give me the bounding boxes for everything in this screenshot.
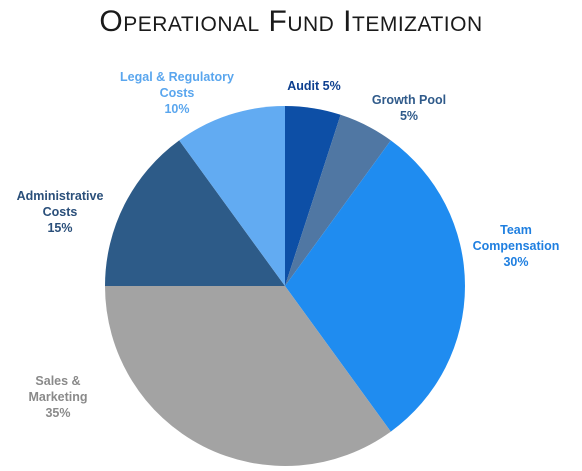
label-line: Audit 5%: [287, 79, 340, 93]
pie-slice-legal-regulatory-costs: [179, 106, 285, 286]
pie-labels: Audit 5% Growth Pool 5% Team Compensation 30%…: [17, 70, 560, 420]
label-line: 30%: [503, 255, 528, 269]
label-line: Costs: [43, 205, 78, 219]
label-growth-pool: Growth Pool 5%: [372, 93, 446, 123]
pie-slice-team-compensation: [285, 140, 465, 432]
pie-slices: [105, 106, 465, 466]
label-line: Sales &: [35, 374, 80, 388]
label-line: 35%: [45, 406, 70, 420]
label-audit: Audit 5%: [287, 79, 340, 93]
label-line: Growth Pool: [372, 93, 446, 107]
pie-slice-audit: [285, 106, 341, 286]
label-line: Marketing: [28, 390, 87, 404]
label-line: Administrative: [17, 189, 104, 203]
pie-slice-growth-pool: [285, 114, 391, 286]
label-line: 10%: [164, 102, 189, 116]
label-line: Costs: [160, 86, 195, 100]
label-line: Compensation: [473, 239, 560, 253]
label-line: Team: [500, 223, 532, 237]
label-line: Legal & Regulatory: [120, 70, 234, 84]
label-sales-marketing: Sales & Marketing 35%: [28, 374, 87, 420]
label-legal-regulatory-costs: Legal & Regulatory Costs 10%: [120, 70, 234, 116]
label-line: 15%: [47, 221, 72, 235]
label-team-compensation: Team Compensation 30%: [473, 223, 560, 269]
label-administrative-costs: Administrative Costs 15%: [17, 189, 104, 235]
chart-title: Operational Fund Itemization: [99, 5, 483, 38]
pie-slice-sales-marketing: [105, 286, 391, 466]
label-line: 5%: [400, 109, 418, 123]
pie-slice-administrative-costs: [105, 140, 285, 286]
